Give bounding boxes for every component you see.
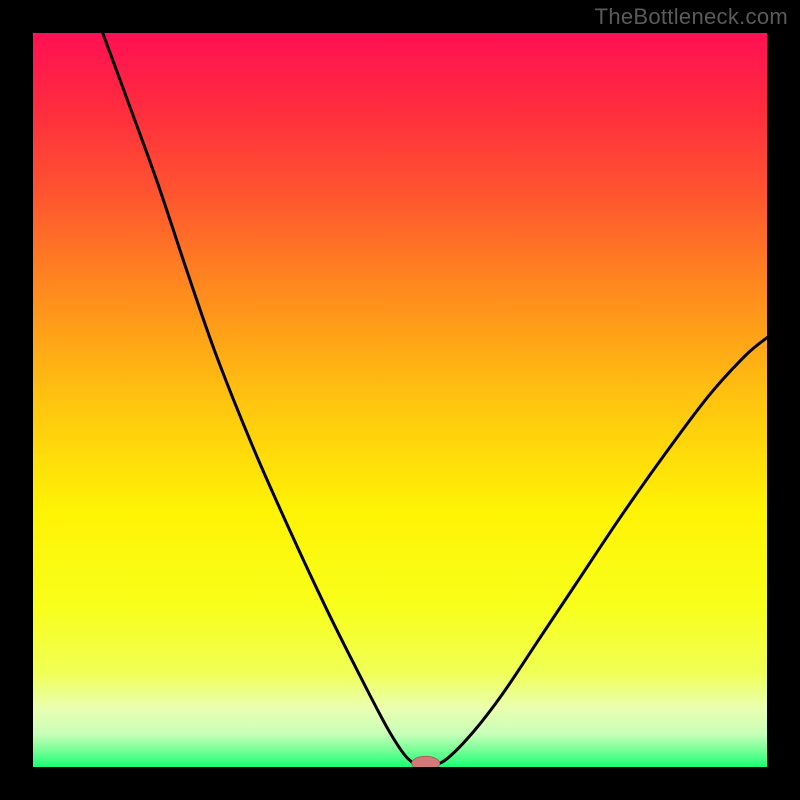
bottleneck-chart (0, 0, 800, 800)
chart-container: TheBottleneck.com (0, 0, 800, 800)
